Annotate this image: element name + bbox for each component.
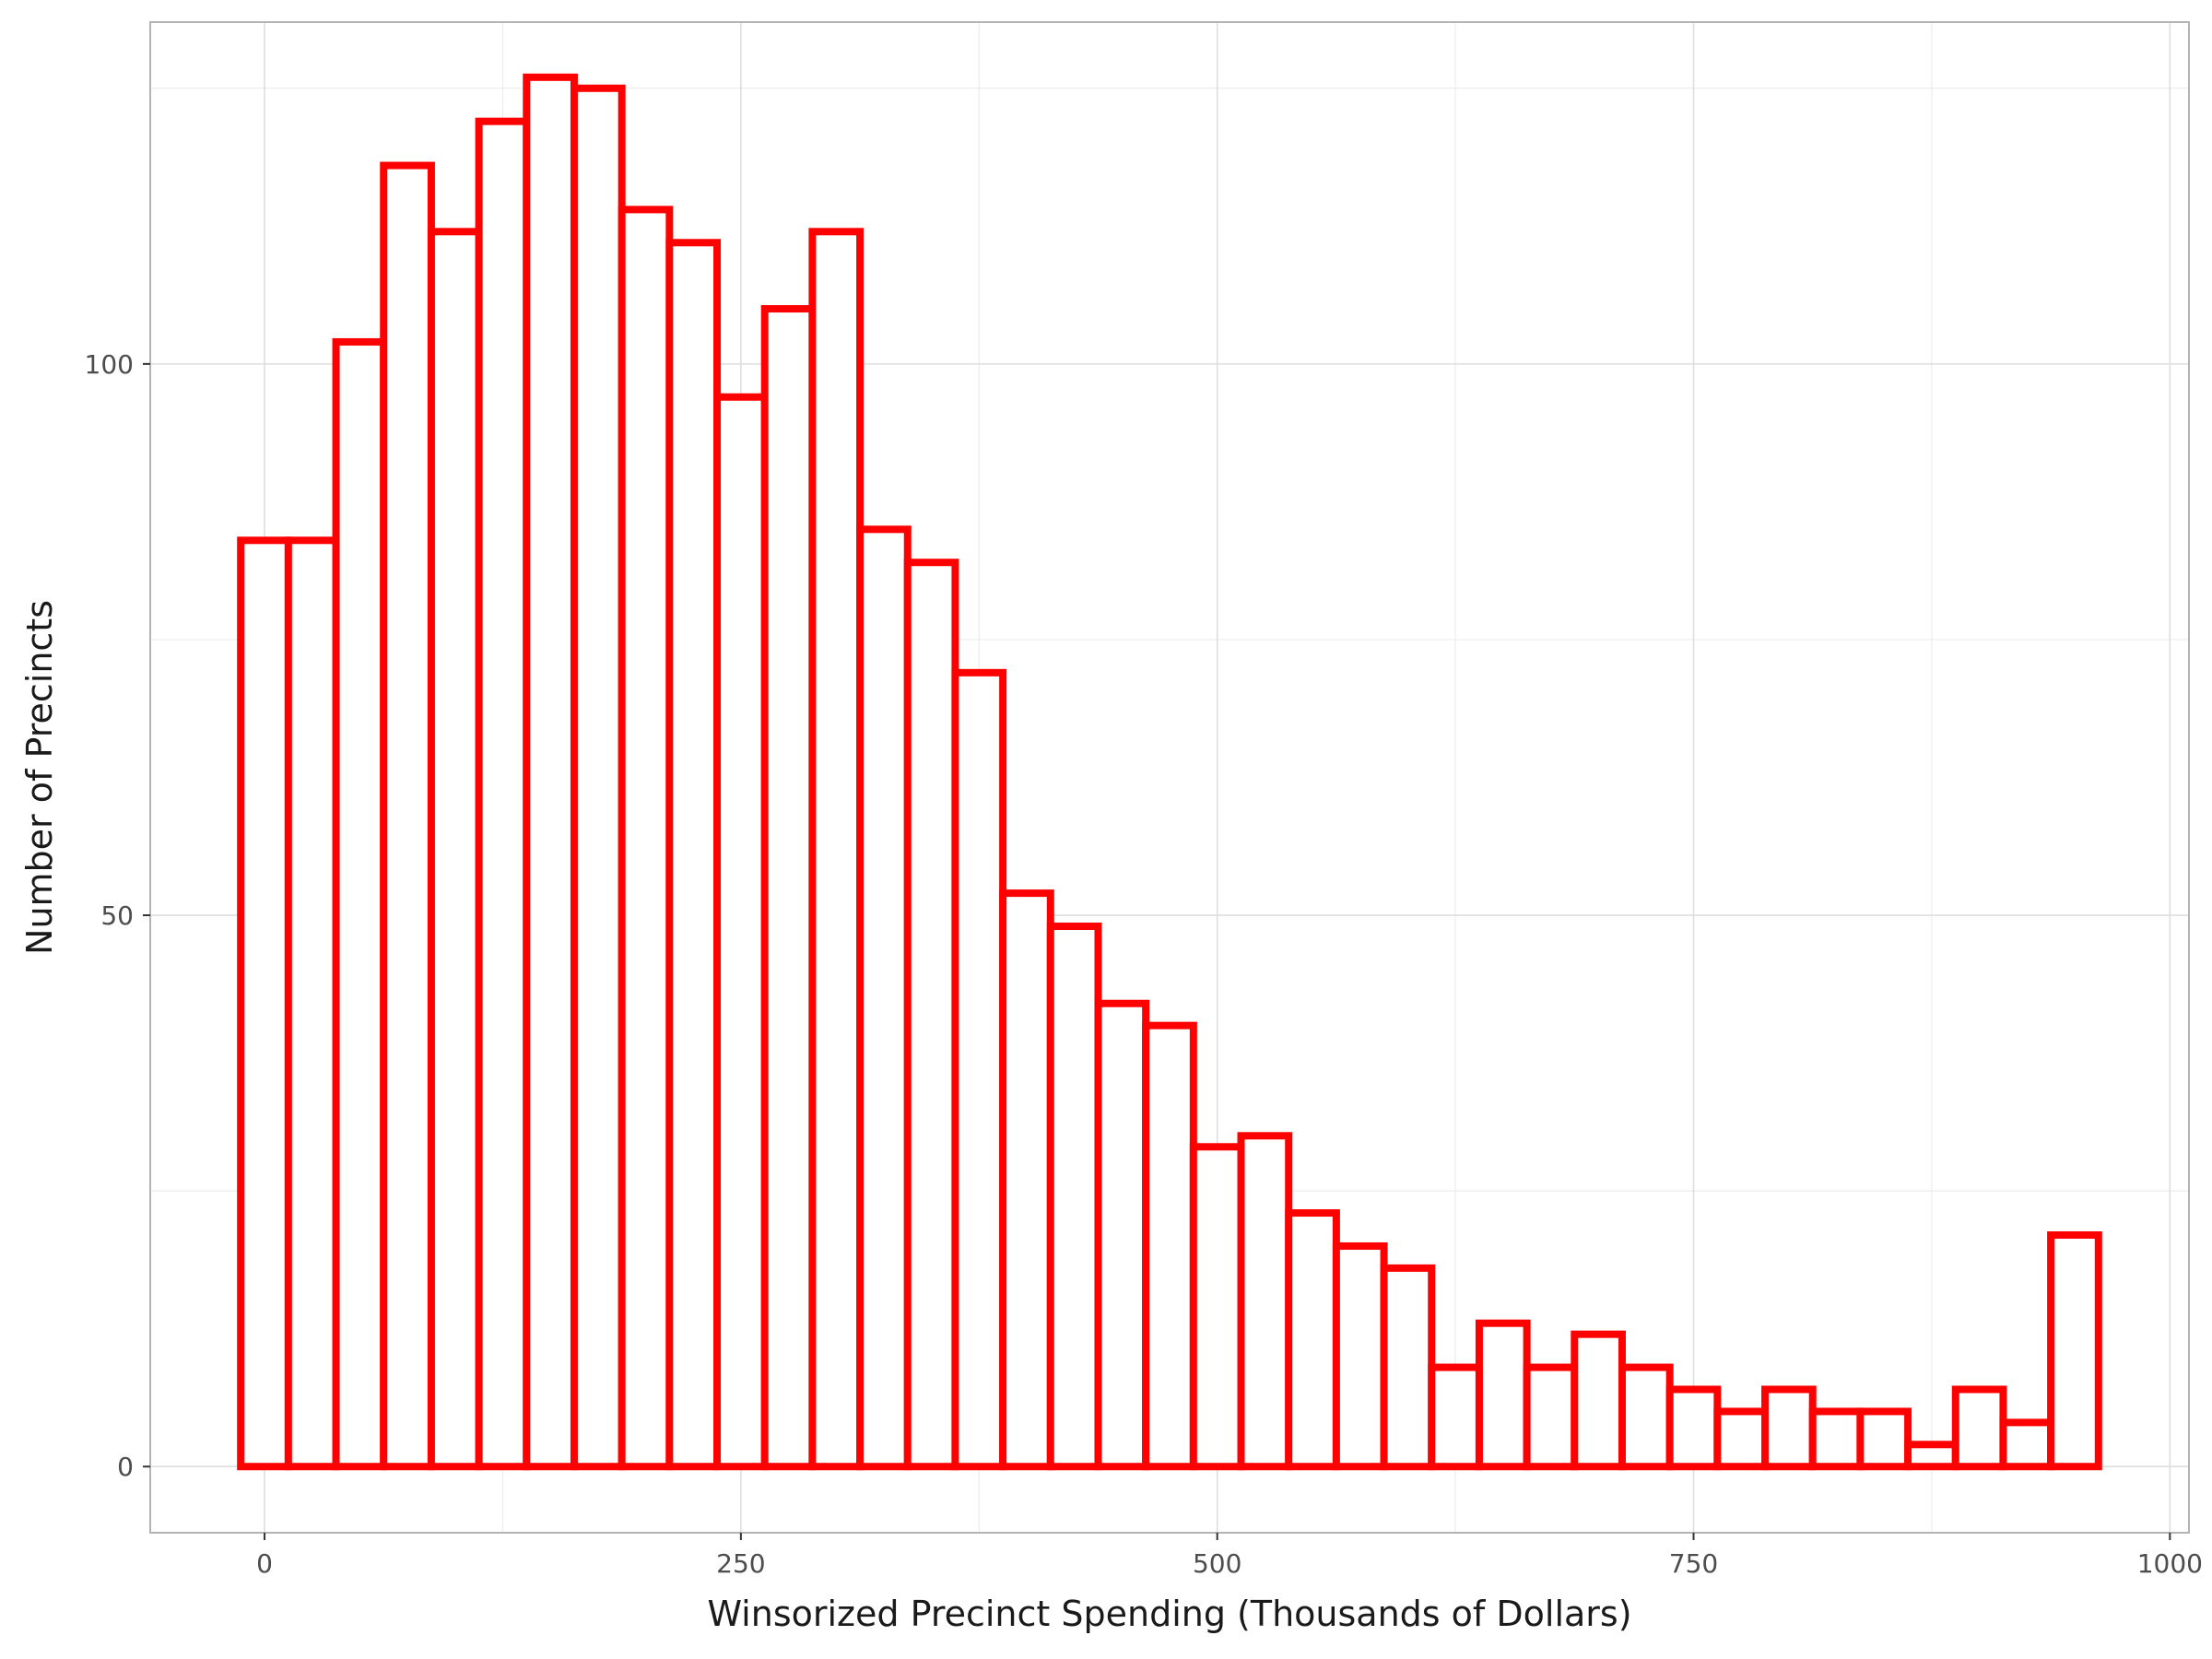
histogram-bar [1142,1021,1197,1471]
histogram-bar [2047,1230,2102,1471]
histogram-bar [1618,1363,1674,1471]
x-tick-label: 500 [1193,1548,1241,1579]
histogram-bar [1571,1330,1626,1471]
histogram-bar [332,337,388,1471]
histogram-bar [808,228,865,1471]
histogram-bar [618,206,674,1471]
y-tick-label: 100 [85,349,134,380]
histogram-bar [1189,1143,1245,1471]
histogram-bar [1475,1319,1531,1471]
histogram-bar [570,84,626,1471]
histogram-bar [427,228,483,1471]
histogram-bar [999,889,1054,1471]
histogram-bar [1428,1363,1483,1471]
histogram-bar [1665,1385,1722,1471]
x-tick-label: 750 [1669,1548,1718,1579]
histogram-bar [1951,1385,2007,1471]
histogram-bar [1999,1418,2055,1471]
histogram-bar [1856,1407,1912,1471]
histogram-bar [1904,1441,1959,1471]
histogram-bar [1094,999,1150,1471]
histogram-bar [856,525,912,1471]
histogram-bar [903,559,959,1471]
panel-border [149,21,2190,1534]
histogram-bar [713,393,769,1471]
x-axis-title: Winsorized Precinct Spending (Thousands … [707,1594,1631,1634]
x-tick-label: 250 [716,1548,765,1579]
histogram-bar [1380,1264,1436,1471]
y-tick-label: 0 [117,1452,134,1482]
axis-ticks: 0 250 500 750 1000 0 50 100 [85,349,2203,1579]
histogram-bar [951,668,1007,1471]
histogram-bar [1046,923,1102,1471]
histogram-bar [237,536,292,1471]
histogram-bar [665,239,722,1471]
y-tick-label: 50 [100,900,134,931]
histogram-bar [1761,1385,1817,1471]
histogram-bar [1237,1132,1293,1471]
x-tick-label: 1000 [2137,1548,2203,1579]
x-tick-label: 0 [256,1548,273,1579]
histogram-bar [284,536,340,1471]
y-axis-title: Number of Precincts [19,600,60,955]
histogram-bar [760,305,817,1471]
histogram-bar [1523,1363,1579,1471]
histogram-bar [1808,1407,1865,1471]
histogram-bar [1713,1407,1770,1471]
histogram-bars [237,73,2102,1471]
histogram-bar [1332,1241,1388,1471]
histogram-bar [1285,1209,1340,1471]
histogram-bar [523,73,578,1471]
histogram-bar [380,161,435,1471]
histogram-bar [475,117,531,1471]
